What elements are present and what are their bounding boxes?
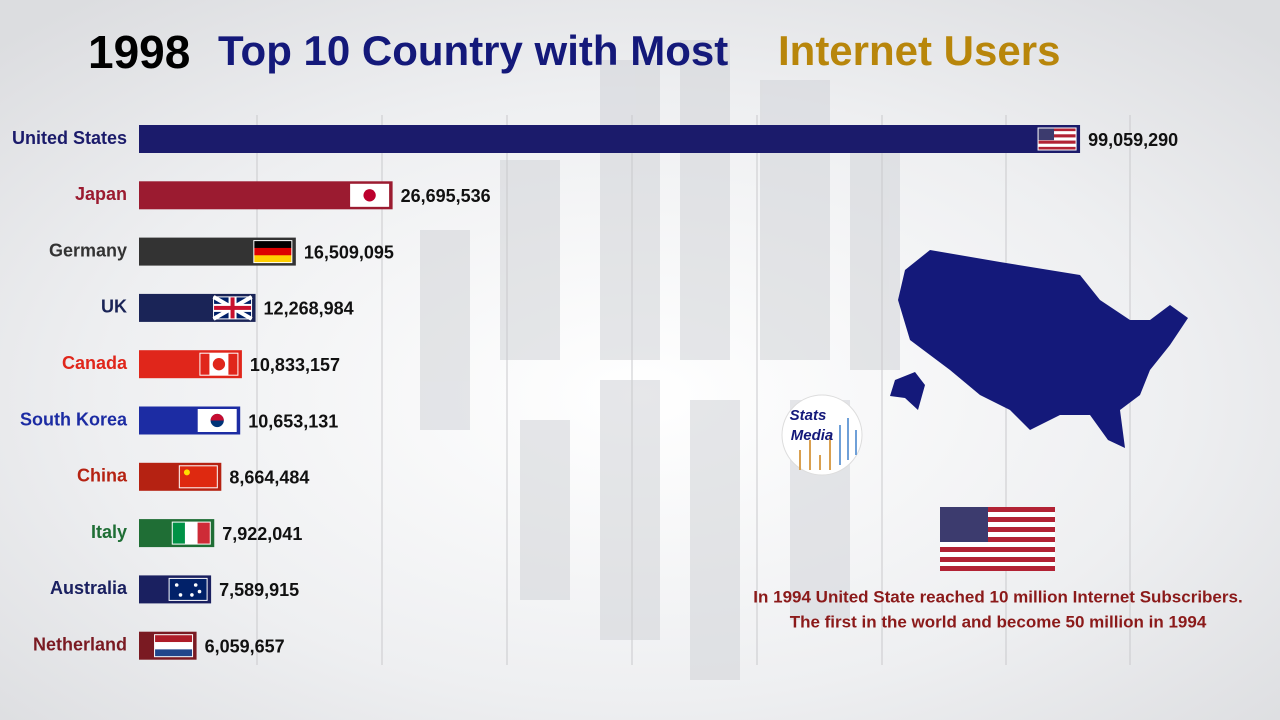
category-label: UK bbox=[101, 297, 127, 317]
value-label: 7,922,041 bbox=[222, 524, 302, 544]
value-label: 99,059,290 bbox=[1088, 130, 1178, 150]
flag-part bbox=[363, 189, 376, 202]
flag-part bbox=[154, 634, 193, 643]
flag-part bbox=[228, 353, 239, 376]
us-flag-large bbox=[940, 507, 1055, 571]
logo-text: Stats bbox=[790, 407, 827, 424]
flag-part bbox=[190, 593, 194, 597]
bar bbox=[139, 125, 1081, 153]
flag bbox=[199, 352, 239, 376]
flag-part bbox=[179, 465, 218, 489]
value-label: 8,664,484 bbox=[229, 468, 309, 488]
flag-part bbox=[197, 589, 202, 594]
value-label: 7,589,915 bbox=[219, 580, 299, 600]
logo: Stats Media bbox=[781, 394, 863, 476]
flag bbox=[168, 577, 208, 601]
flag bbox=[253, 240, 293, 264]
flag-part bbox=[174, 583, 179, 587]
title-year: 1998 bbox=[88, 26, 190, 78]
category-label: Italy bbox=[91, 522, 127, 542]
flag-part bbox=[1038, 128, 1055, 141]
flag-part bbox=[197, 522, 211, 545]
flag-part bbox=[1038, 137, 1077, 141]
chart-title-highlight: Internet Users bbox=[778, 27, 1060, 74]
alaska-map bbox=[890, 372, 925, 410]
flag-border bbox=[178, 465, 218, 489]
flag-border bbox=[154, 634, 194, 658]
flag-border bbox=[197, 409, 237, 432]
flag-border bbox=[213, 296, 253, 320]
category-label: Japan bbox=[75, 184, 127, 204]
flag-border bbox=[199, 352, 239, 376]
flag-part bbox=[253, 240, 292, 249]
flag-part bbox=[1038, 134, 1077, 138]
flag-border bbox=[350, 183, 390, 207]
value-label: 6,059,657 bbox=[205, 636, 285, 656]
flag bbox=[154, 634, 194, 658]
annotation: In 1994 United State reached 10 million … bbox=[753, 587, 1242, 606]
flag-part bbox=[184, 522, 198, 545]
flag bbox=[212, 295, 253, 321]
flag-part bbox=[154, 649, 193, 657]
category-label: China bbox=[77, 466, 128, 486]
flag bbox=[350, 183, 390, 207]
category-label: United States bbox=[12, 128, 127, 148]
annotation: The first in the world and become 50 mil… bbox=[790, 612, 1207, 631]
flag-part bbox=[212, 358, 226, 371]
flag-part bbox=[1038, 131, 1077, 135]
flag-border bbox=[1037, 127, 1077, 151]
category-label: Australia bbox=[50, 578, 128, 598]
flag-part bbox=[253, 247, 292, 256]
flag bbox=[197, 409, 237, 432]
usa-map bbox=[898, 250, 1188, 448]
flag-border bbox=[168, 577, 208, 601]
value-label: 10,653,131 bbox=[248, 411, 338, 431]
flag bbox=[178, 465, 218, 489]
category-label: Canada bbox=[62, 353, 128, 373]
flag-part bbox=[1038, 128, 1077, 132]
flag-border bbox=[171, 521, 211, 545]
flag-part bbox=[210, 413, 224, 421]
value-label: 26,695,536 bbox=[401, 186, 491, 206]
logo-text: Media bbox=[791, 427, 834, 444]
chart-title: Top 10 Country with Most bbox=[218, 27, 728, 74]
category-label: South Korea bbox=[20, 409, 128, 429]
flag-part bbox=[230, 296, 235, 319]
flag-part bbox=[172, 522, 186, 545]
flag-part bbox=[193, 583, 198, 587]
value-label: 16,509,095 bbox=[304, 242, 394, 262]
flag-part bbox=[1038, 146, 1077, 151]
flag-part bbox=[178, 593, 183, 597]
category-label: Netherland bbox=[33, 634, 127, 654]
flag-border bbox=[253, 240, 293, 264]
flag-part bbox=[253, 255, 292, 263]
value-label: 12,268,984 bbox=[264, 299, 354, 319]
flag bbox=[1037, 127, 1077, 151]
value-label: 10,833,157 bbox=[250, 355, 340, 375]
flag bbox=[171, 521, 211, 545]
flag-part bbox=[1038, 140, 1077, 145]
flag-part bbox=[1038, 143, 1077, 148]
flag-part bbox=[183, 469, 190, 476]
flag-part bbox=[154, 642, 193, 650]
category-label: Germany bbox=[49, 240, 127, 260]
flag-part bbox=[169, 578, 208, 601]
flag-part bbox=[199, 353, 210, 376]
